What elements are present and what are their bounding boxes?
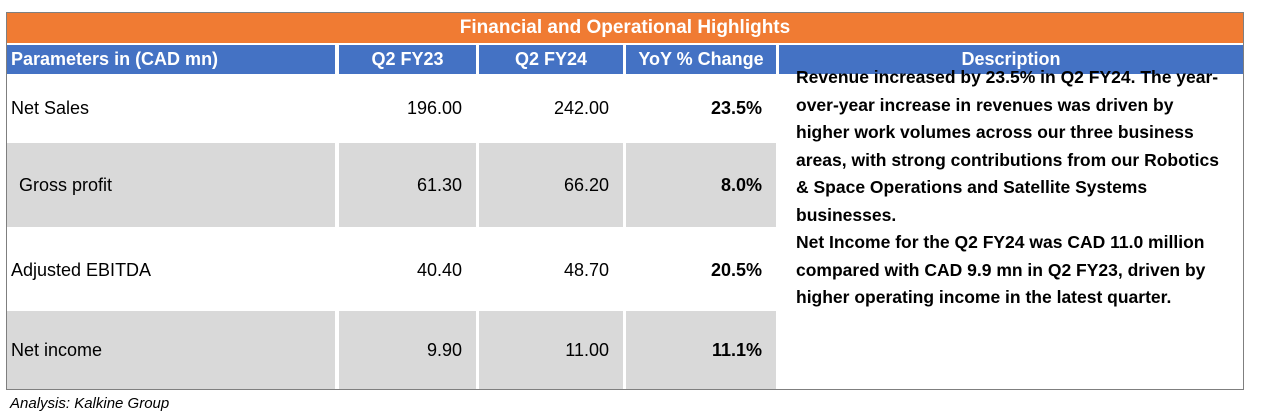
row-q2fy24: 48.70 xyxy=(563,260,609,280)
row-q2fy24: 11.00 xyxy=(479,311,623,389)
description-text: Revenue increased by 23.5% in Q2 FY24. T… xyxy=(796,64,1226,312)
row-yoy: 20.5% xyxy=(710,260,762,280)
row-label: Gross profit xyxy=(7,143,335,227)
header-description: Description xyxy=(779,45,1243,74)
row-q2fy24: 66.20 xyxy=(479,143,623,227)
row-q2fy23: 40.40 xyxy=(416,260,462,280)
source-footnote: Analysis: Kalkine Group xyxy=(10,395,170,412)
row-label: Adjusted EBITDA xyxy=(11,260,152,280)
header-q2fy24: Q2 FY24 xyxy=(479,45,623,74)
row-label: Net income xyxy=(7,311,335,389)
row-label: Net Sales xyxy=(11,98,90,118)
row-q2fy23: 196.00 xyxy=(406,98,462,118)
row-q2fy24: 242.00 xyxy=(553,98,609,118)
highlights-table: Financial and Operational Highlights Par… xyxy=(6,12,1244,390)
row-yoy: 11.1% xyxy=(626,311,776,389)
description-paragraph-revenue: Revenue increased by 23.5% in Q2 FY24. T… xyxy=(796,67,1219,225)
row-q2fy23: 61.30 xyxy=(339,143,476,227)
description-paragraph-net-income: Net Income for the Q2 FY24 was CAD 11.0 … xyxy=(796,232,1206,307)
row-yoy: 23.5% xyxy=(710,98,762,118)
header-parameters: Parameters in (CAD mn) xyxy=(7,45,335,74)
table-title: Financial and Operational Highlights xyxy=(7,13,1243,43)
header-q2fy23: Q2 FY23 xyxy=(339,45,476,74)
header-yoy: YoY % Change xyxy=(626,45,776,74)
row-yoy: 8.0% xyxy=(626,143,776,227)
row-q2fy23: 9.90 xyxy=(339,311,476,389)
